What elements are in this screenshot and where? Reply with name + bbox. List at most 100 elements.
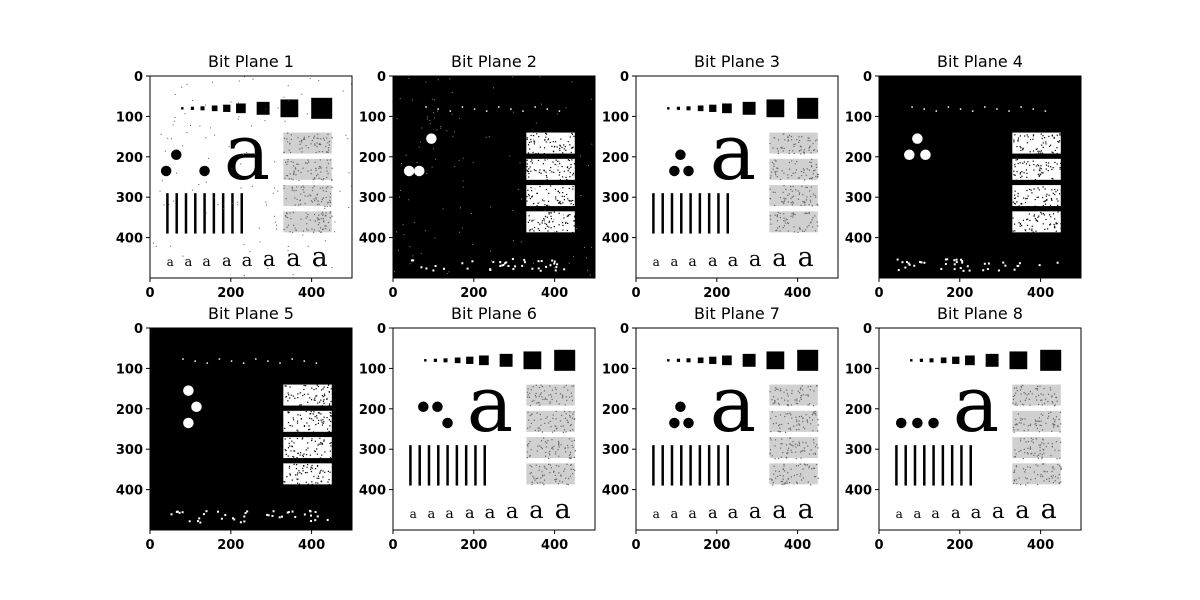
speckle (526, 391, 528, 393)
speckle (286, 213, 288, 215)
speckle (409, 263, 411, 265)
speckle (940, 267, 943, 270)
speckle (1018, 222, 1020, 224)
y-tick-label: 200 (116, 151, 143, 166)
speckle (1019, 440, 1022, 442)
speckle (303, 186, 305, 189)
speckle (1012, 398, 1015, 400)
speckle (316, 203, 319, 206)
speckle (318, 151, 320, 153)
speckle (284, 481, 286, 483)
square-mark (667, 359, 670, 362)
speckle (557, 440, 560, 443)
dot-mark (675, 149, 686, 161)
speckle (812, 226, 814, 228)
speckle (1043, 387, 1045, 390)
speckle (289, 231, 291, 233)
speckle (533, 139, 535, 141)
square-mark (211, 105, 218, 112)
speckle (309, 520, 312, 523)
speckle (1025, 441, 1027, 443)
speckle (798, 141, 800, 143)
speckle (402, 224, 404, 226)
speckle (297, 163, 299, 165)
small-letter-a: a (772, 496, 786, 524)
speckle (546, 225, 548, 227)
speckle (796, 444, 799, 446)
speckle (572, 185, 574, 188)
speckle (314, 519, 317, 522)
speckle (791, 196, 793, 198)
speckle (1040, 425, 1042, 427)
speckle (550, 467, 552, 469)
speckle (1027, 161, 1029, 163)
speckle (1037, 196, 1040, 198)
speckle (801, 175, 803, 177)
speckle (316, 415, 318, 417)
speckle (562, 425, 564, 427)
speckle (302, 470, 304, 472)
speckle (293, 463, 295, 465)
small-letter-a: a (772, 244, 786, 272)
speckle (408, 199, 410, 201)
speckle (526, 444, 529, 446)
speckle (533, 399, 535, 402)
speckle (800, 457, 802, 459)
speckle (1029, 466, 1031, 468)
speckle (418, 146, 420, 148)
speckle (303, 425, 306, 427)
speckle (775, 174, 777, 176)
speckle (350, 83, 352, 85)
speckle (303, 464, 305, 467)
speckle (461, 262, 464, 265)
speckle (317, 173, 319, 176)
speckle (770, 439, 772, 441)
speckle (799, 451, 802, 453)
small-letter-a: a (992, 499, 1005, 523)
speckle (1023, 172, 1025, 174)
speckle (777, 167, 779, 170)
speckle (770, 218, 772, 220)
speckle (1025, 484, 1027, 486)
speckle (904, 266, 907, 269)
speckle (1037, 457, 1039, 459)
speckle (774, 191, 776, 194)
speckle (320, 480, 323, 482)
speckle (808, 137, 810, 139)
speckle (530, 170, 532, 172)
speckle (799, 473, 802, 475)
speckle (783, 220, 785, 222)
speckle (274, 215, 276, 217)
speckle (792, 172, 794, 174)
speckle (318, 218, 320, 220)
x-tick-label: 200 (946, 286, 973, 301)
speckle (548, 457, 550, 459)
speckle (292, 395, 294, 397)
speckle (1052, 482, 1054, 484)
speckle (424, 230, 426, 232)
speckle (553, 219, 555, 221)
speckle (778, 470, 780, 473)
speckle (251, 185, 253, 187)
speckle (314, 200, 316, 202)
speckle (544, 265, 547, 268)
speckle (303, 425, 305, 427)
speckle (323, 402, 325, 404)
speckle (451, 92, 453, 94)
speckle (342, 90, 344, 92)
speckle (545, 188, 547, 191)
speckle (787, 222, 789, 224)
speckle (1057, 205, 1059, 208)
speckle (1028, 398, 1030, 401)
speckle (274, 221, 276, 223)
speckle (798, 444, 801, 446)
speckle (556, 164, 558, 166)
speckle (790, 404, 793, 406)
speckle (781, 480, 784, 483)
speckle (901, 261, 904, 264)
speckle (1029, 219, 1031, 222)
speckle (320, 178, 322, 180)
speckle (787, 230, 789, 232)
speckle (437, 110, 439, 112)
